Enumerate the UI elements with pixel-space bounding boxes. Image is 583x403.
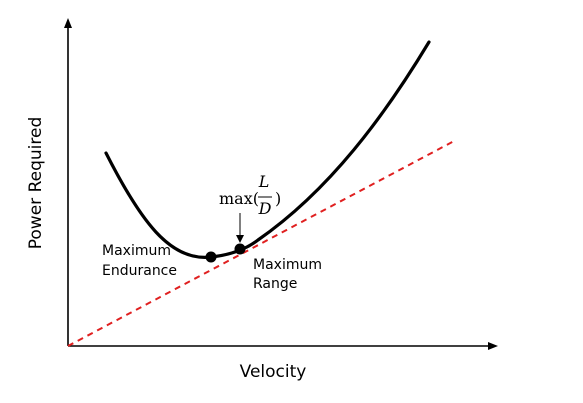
max-ld-arrow-head <box>236 235 244 243</box>
max-ld-numerator: L <box>258 172 270 191</box>
power-required-curve <box>104 40 431 259</box>
max-endurance-label-line1: Maximum <box>102 243 171 259</box>
max-range-label-line2: Range <box>253 276 297 292</box>
x-axis-arrow <box>488 342 498 350</box>
y-axis-label: Power Required <box>26 117 46 249</box>
max-ld-denominator: D <box>258 199 272 218</box>
x-axis-label: Velocity <box>240 362 307 382</box>
max-endurance-point <box>205 251 217 263</box>
y-axis-arrow <box>64 18 72 28</box>
max-range-label-line1: Maximum <box>253 257 322 273</box>
max-ld-func: max( <box>219 189 259 208</box>
max-ld-close: ) <box>275 189 281 208</box>
tangent-line <box>67 139 457 347</box>
max-endurance-label-line2: Endurance <box>102 263 177 279</box>
max-range-point <box>234 243 246 255</box>
